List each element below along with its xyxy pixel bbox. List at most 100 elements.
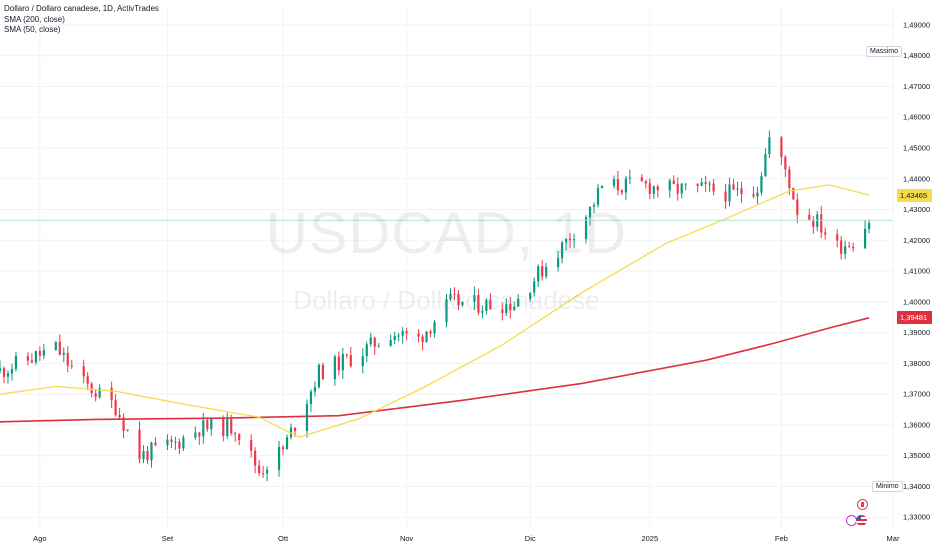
y-tick-label: 1,49000 [903, 20, 930, 29]
candle-body [389, 339, 392, 346]
candle-body [501, 309, 504, 314]
candle-body [844, 246, 847, 254]
candle-body [38, 351, 41, 356]
candle-body [836, 234, 839, 241]
candle-body [768, 137, 771, 155]
candle-body [10, 369, 14, 374]
candle-body [94, 393, 97, 398]
x-tick-label: 2025 [641, 534, 658, 543]
candle-body [612, 179, 616, 186]
candle-body [66, 352, 69, 366]
x-tick-label: Ago [33, 534, 46, 543]
y-tick-label: 1,43000 [903, 205, 930, 214]
chart-title[interactable]: Dollaro / Dollaro canadese, 1D, ActivTra… [4, 4, 159, 13]
indicator-sma200[interactable]: SMA (200, close) [4, 14, 65, 24]
y-tick-label: 1,45000 [903, 144, 930, 153]
candle-body [285, 437, 289, 450]
candle-body [644, 181, 647, 184]
candle-body [333, 356, 336, 380]
candle-body [724, 191, 727, 202]
candle-body [568, 238, 572, 241]
us-flag-icon[interactable] [856, 515, 867, 526]
y-tick-label: 1,48000 [903, 51, 930, 60]
candle-body [684, 183, 687, 185]
candle-body [808, 214, 811, 220]
price-axis[interactable]: 1,49000 1,48000 1,47000 1,46000 1,45000 1,440… [903, 20, 930, 521]
candle-body [365, 344, 368, 357]
candle-body [672, 180, 675, 184]
candle-body [230, 418, 233, 434]
candle-body [736, 188, 739, 190]
y-tick-label: 1,36000 [903, 420, 930, 429]
candle-body [266, 469, 269, 474]
candle-body [178, 441, 181, 449]
candle-body [728, 184, 731, 202]
candle-body [26, 356, 30, 361]
candle-body [194, 432, 197, 438]
x-tick-label: Feb [775, 534, 788, 543]
candle-body [62, 352, 65, 355]
candle-body [58, 341, 61, 355]
candle-body [54, 341, 57, 351]
candle-body [461, 301, 464, 306]
candle-body [541, 266, 544, 277]
candle-body [146, 451, 149, 461]
sma200-layer [0, 317, 870, 423]
candle-body [421, 336, 424, 343]
candle-body [305, 403, 309, 432]
candle-body [321, 364, 325, 380]
candle-body [529, 292, 532, 299]
y-tick-label: 1,40000 [903, 297, 930, 306]
candle-body [110, 387, 113, 401]
candle-body [226, 418, 229, 436]
candle-body [481, 311, 484, 313]
candle-body [397, 335, 400, 337]
candle-body [708, 183, 711, 185]
sma50-line [0, 184, 870, 438]
x-tick-label: Dic [525, 534, 536, 543]
candle-body [820, 214, 823, 233]
candle-body [433, 322, 436, 334]
candle-body [170, 439, 173, 442]
y-tick-label: 1,42000 [903, 236, 930, 245]
candle-body [517, 298, 520, 307]
candle-body [489, 299, 492, 310]
candle-body [14, 356, 18, 370]
candle-body [840, 240, 843, 254]
candle-body [628, 177, 631, 179]
candles-layer [0, 130, 871, 482]
chart-legend[interactable]: Dollaro / Dollaro canadese, 1D, ActivTra… [4, 4, 159, 36]
min-marker: Minimo [872, 481, 903, 492]
candle-body [616, 179, 620, 191]
candle-body [369, 337, 372, 345]
watermark-name: Dollaro / Dollaro canadese [293, 285, 600, 315]
sma50-layer [0, 184, 870, 438]
y-tick-label: 1,41000 [903, 267, 930, 276]
candle-body [6, 373, 10, 377]
candle-body [238, 434, 241, 441]
time-axis[interactable]: Ago Set Ott Nov Dic 2025 Feb Mar [33, 534, 900, 543]
candle-body [588, 206, 592, 218]
canada-flag-icon[interactable] [857, 499, 868, 510]
candle-body [867, 223, 871, 229]
y-tick-label: 1,38000 [903, 359, 930, 368]
candle-body [337, 356, 340, 371]
candle-body [90, 383, 93, 394]
watermark-symbol: USDCAD, 1D [265, 201, 628, 266]
candle-body [317, 364, 321, 388]
candle-body [752, 194, 755, 197]
candle-body [696, 183, 699, 186]
indicator-sma50[interactable]: SMA (50, close) [4, 25, 61, 34]
candle-body [250, 440, 253, 451]
candle-body [788, 169, 791, 189]
candle-body [429, 331, 432, 334]
candle-body [114, 400, 117, 416]
candle-body [254, 450, 257, 466]
sma50-price-tag: 1,43465 [897, 188, 932, 202]
candle-body [202, 420, 205, 437]
y-tick-label: 1,46000 [903, 113, 930, 122]
candle-body [600, 185, 604, 189]
candle-body [648, 183, 651, 194]
candle-body [652, 186, 655, 194]
